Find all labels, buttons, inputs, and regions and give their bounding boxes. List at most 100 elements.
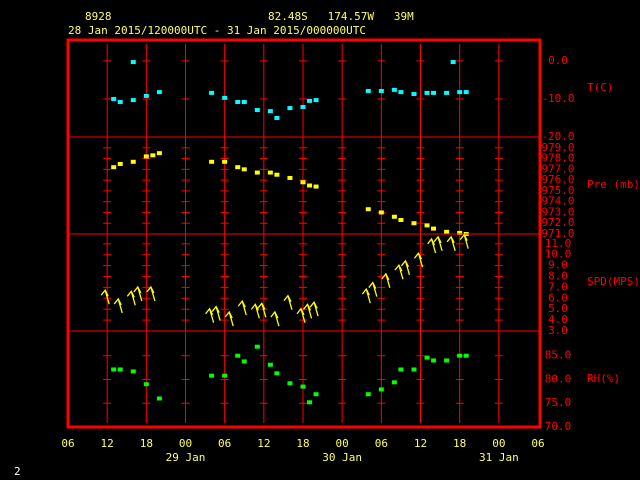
y-tick-label: 974.0 [541, 195, 574, 208]
x-tick-label: 00 [179, 437, 192, 450]
date-label: 29 Jan [166, 451, 206, 464]
data-point [111, 96, 117, 101]
y-tick-label: 3.0 [548, 324, 568, 337]
data-point [130, 159, 136, 164]
data-point [274, 172, 280, 177]
data-point [365, 207, 371, 212]
data-point [313, 184, 319, 189]
x-tick-label: 18 [140, 437, 153, 450]
data-point [130, 98, 136, 103]
data-point [156, 90, 162, 95]
data-point [391, 214, 397, 219]
data-point [156, 396, 162, 401]
y-tick-label: 979.0 [541, 141, 574, 154]
data-point [411, 92, 417, 97]
data-point [287, 175, 293, 180]
data-point [209, 373, 215, 378]
wind-arrow [303, 303, 313, 319]
y-tick-label: 9.0 [548, 259, 568, 272]
data-point [431, 358, 437, 363]
data-point [391, 87, 397, 92]
data-point [111, 165, 117, 170]
x-tick-label: 00 [336, 437, 349, 450]
data-point [117, 100, 123, 105]
y-tick-label: 977.0 [541, 162, 574, 175]
wind-arrow [113, 297, 123, 314]
data-point [457, 230, 463, 235]
data-point [444, 90, 450, 95]
wind-arrow [257, 302, 267, 318]
data-point [156, 151, 162, 156]
station-id: 8928 [85, 10, 112, 23]
data-point [209, 90, 215, 95]
x-tick-label: 06 [375, 437, 388, 450]
x-tick-label: 06 [61, 437, 74, 450]
date-label: 30 Jan [322, 451, 362, 464]
wind-arrow [394, 263, 404, 280]
data-point [241, 359, 247, 364]
x-tick-label: 12 [101, 437, 114, 450]
data-point [254, 107, 260, 112]
data-point [267, 362, 273, 367]
y-tick-label: -20.0 [541, 130, 574, 143]
wind-arrow [309, 301, 319, 317]
wind-arrow [381, 272, 391, 289]
data-point [267, 170, 273, 175]
data-point [222, 373, 228, 378]
x-tick-label: 18 [453, 437, 466, 450]
data-point [222, 159, 228, 164]
data-point [450, 60, 456, 65]
y-tick-label: 75.0 [545, 396, 572, 409]
data-point [241, 100, 247, 105]
y-tick-label: 5.0 [548, 302, 568, 315]
wind-arrow [283, 294, 293, 310]
data-point [130, 369, 136, 374]
date-label: 31 Jan [479, 451, 519, 464]
wind-arrow [400, 259, 411, 275]
wind-arrow [250, 303, 260, 319]
data-point [365, 88, 371, 93]
data-point [235, 353, 241, 358]
y-tick-label: 0.0 [548, 54, 568, 67]
y-tick-label: 11.0 [545, 237, 572, 250]
data-point [274, 115, 280, 120]
data-point [150, 153, 156, 158]
data-point [222, 95, 228, 100]
data-point [143, 382, 149, 387]
data-point [235, 100, 241, 105]
data-point [378, 88, 384, 93]
y-tick-label: 70.0 [545, 420, 572, 433]
data-point [463, 90, 469, 95]
y-axis-label: Pre (mb) [587, 178, 640, 191]
wind-arrow [270, 310, 280, 327]
wind-arrow [100, 289, 110, 305]
data-point [411, 221, 417, 226]
wind-arrow [224, 310, 234, 327]
wind-arrow [133, 285, 143, 302]
wind-arrow [446, 235, 456, 251]
data-point [267, 109, 273, 114]
data-point [398, 217, 404, 222]
y-tick-label: 6.0 [548, 291, 568, 304]
y-tick-label: 975.0 [541, 184, 574, 197]
wind-arrow [146, 285, 156, 302]
wind-arrow [211, 305, 221, 321]
data-point [254, 170, 260, 175]
data-point [391, 380, 397, 385]
y-axis-label: SPD(MPS) [587, 275, 640, 288]
wind-arrow [237, 299, 247, 316]
data-point [444, 229, 450, 234]
data-point [365, 392, 371, 397]
data-point [444, 358, 450, 363]
y-tick-label: 972.0 [541, 216, 574, 229]
data-point [378, 210, 384, 215]
y-tick-label: 7.0 [548, 280, 568, 293]
data-point [241, 167, 247, 172]
data-point [457, 90, 463, 95]
data-point [398, 367, 404, 372]
data-point [424, 223, 430, 228]
data-point [424, 355, 430, 360]
data-point [457, 353, 463, 358]
